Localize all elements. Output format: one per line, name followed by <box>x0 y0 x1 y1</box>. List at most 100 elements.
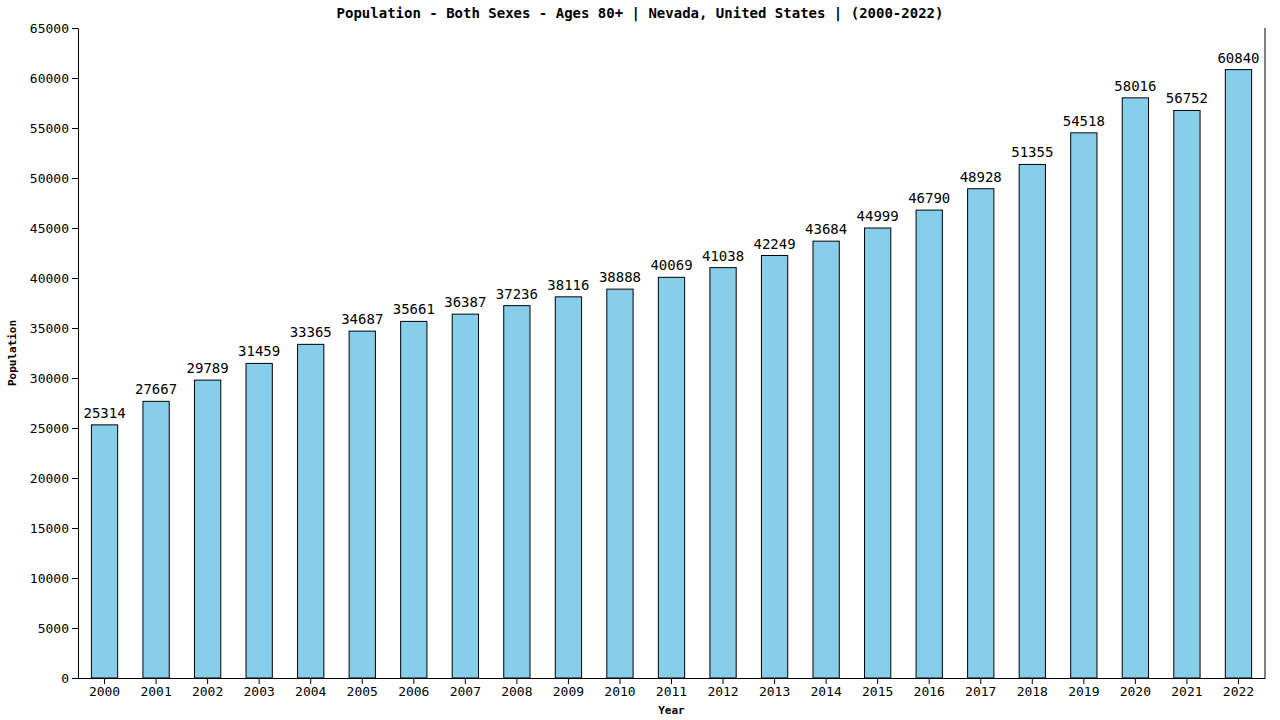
data-label: 42249 <box>754 236 796 252</box>
x-tick-label: 2022 <box>1223 684 1254 699</box>
y-tick-label: 60000 <box>30 71 69 86</box>
x-tick: 2001 <box>140 678 171 699</box>
x-tick-mark <box>259 678 260 684</box>
bar <box>761 256 787 678</box>
x-tick-mark <box>156 678 157 684</box>
x-tick-mark <box>362 678 363 684</box>
bar <box>1122 98 1148 678</box>
y-tick-mark <box>72 178 78 179</box>
x-tick-label: 2009 <box>553 684 584 699</box>
y-tick-mark <box>72 478 78 479</box>
x-tick-label: 2016 <box>914 684 945 699</box>
bar <box>246 363 272 678</box>
y-tick: 65000 <box>30 21 78 36</box>
data-label: 40069 <box>650 257 692 273</box>
x-tick-label: 2014 <box>810 684 841 699</box>
x-tick-label: 2004 <box>295 684 326 699</box>
y-axis: 0500010000150002000025000300003500040000… <box>30 21 79 686</box>
data-label: 33365 <box>290 324 332 340</box>
x-tick-mark <box>774 678 775 684</box>
data-label: 27667 <box>135 381 177 397</box>
x-tick-label: 2019 <box>1068 684 1099 699</box>
data-label: 58016 <box>1114 78 1156 94</box>
x-tick-label: 2012 <box>707 684 738 699</box>
x-tick-label: 2020 <box>1120 684 1151 699</box>
y-tick-mark <box>72 628 78 629</box>
data-label: 48928 <box>960 169 1002 185</box>
x-tick-mark <box>1238 678 1239 684</box>
x-tick: 2020 <box>1120 678 1151 699</box>
bar <box>143 401 169 678</box>
y-tick-label: 35000 <box>30 321 69 336</box>
data-label: 34687 <box>341 311 383 327</box>
y-tick-label: 50000 <box>30 171 69 186</box>
y-tick-label: 40000 <box>30 271 69 286</box>
y-tick: 10000 <box>30 571 78 586</box>
data-label: 44999 <box>857 208 899 224</box>
x-tick-mark <box>104 678 105 684</box>
x-axis: 2000200120022003200420052006200720082009… <box>79 678 1266 699</box>
x-tick-label: 2003 <box>244 684 275 699</box>
x-tick-mark <box>207 678 208 684</box>
data-label: 36387 <box>444 294 486 310</box>
bar <box>968 189 994 678</box>
y-tick-mark <box>72 578 78 579</box>
x-tick-label: 2015 <box>862 684 893 699</box>
y-tick-mark <box>72 278 78 279</box>
y-tick-mark <box>72 678 78 679</box>
y-tick-label: 55000 <box>30 121 69 136</box>
x-tick: 2018 <box>1017 678 1048 699</box>
x-tick-mark <box>465 678 466 684</box>
bar <box>1174 110 1200 678</box>
chart: 2531427667297893145933365346873566136387… <box>0 0 1280 720</box>
bar <box>194 380 220 678</box>
x-tick-label: 2005 <box>347 684 378 699</box>
x-tick: 2009 <box>553 678 584 699</box>
y-tick-mark <box>72 28 78 29</box>
x-tick: 2021 <box>1171 678 1202 699</box>
y-tick: 55000 <box>30 121 78 136</box>
x-tick: 2012 <box>707 678 738 699</box>
bar <box>710 268 736 678</box>
bar <box>1019 164 1045 678</box>
y-tick: 5000 <box>38 621 78 636</box>
data-label: 56752 <box>1166 90 1208 106</box>
x-tick-mark <box>516 678 517 684</box>
y-tick: 35000 <box>30 321 78 336</box>
y-tick-label: 45000 <box>30 221 69 236</box>
x-tick: 2022 <box>1223 678 1254 699</box>
bar <box>813 241 839 678</box>
bar <box>298 344 324 678</box>
x-tick-mark <box>310 678 311 684</box>
x-tick-label: 2002 <box>192 684 223 699</box>
plot: 2531427667297893145933365346873566136387… <box>30 21 1266 700</box>
x-tick-label: 2013 <box>759 684 790 699</box>
x-tick-mark <box>877 678 878 684</box>
bar <box>401 321 427 678</box>
data-label: 38888 <box>599 269 641 285</box>
y-tick: 30000 <box>30 371 78 386</box>
data-label: 60840 <box>1217 50 1259 66</box>
x-tick-mark <box>929 678 930 684</box>
bar <box>452 314 478 678</box>
x-tick-mark <box>1186 678 1187 684</box>
x-tick-label: 2008 <box>501 684 532 699</box>
y-tick-label: 0 <box>61 671 69 686</box>
x-tick-mark <box>671 678 672 684</box>
title: Population - Both Sexes - Ages 80+ | Nev… <box>337 5 944 22</box>
frame-line <box>1265 28 1266 678</box>
x-tick: 2010 <box>604 678 635 699</box>
x-tick: 2005 <box>347 678 378 699</box>
data-label: 41038 <box>702 248 744 264</box>
y-tick-mark <box>72 428 78 429</box>
y-axis-title: Population <box>6 320 19 386</box>
x-tick: 2011 <box>656 678 687 699</box>
bar <box>91 425 117 678</box>
y-tick: 50000 <box>30 171 78 186</box>
x-tick-mark <box>619 678 620 684</box>
data-labels: 2531427667297893145933365346873566136387… <box>83 50 1259 421</box>
bar <box>865 228 891 678</box>
y-tick-label: 20000 <box>30 471 69 486</box>
x-axis-title: Year <box>658 704 685 717</box>
y-tick: 25000 <box>30 421 78 436</box>
